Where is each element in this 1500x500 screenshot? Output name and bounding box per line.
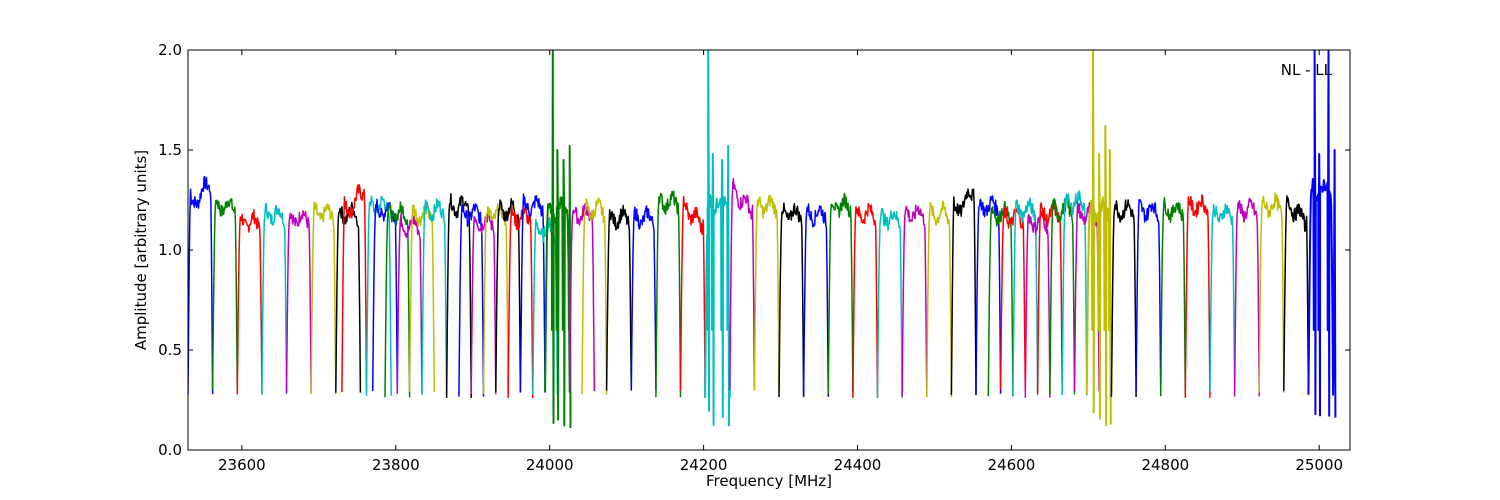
series-line-channel-0 xyxy=(188,175,214,395)
y-tick-label: 2.0 xyxy=(158,41,182,59)
series-line-channel-26 xyxy=(630,205,657,391)
series-line-channel-14 xyxy=(445,193,472,398)
x-tick-label: 23600 xyxy=(218,456,266,474)
x-tick-label: 24400 xyxy=(834,456,882,474)
series-line-channel-30 xyxy=(729,177,756,391)
x-axis-label: Frequency [MHz] xyxy=(706,472,832,490)
series-line-channel-24 xyxy=(581,197,608,395)
series-line-channel-40 xyxy=(975,195,1002,394)
series-line-channel-42 xyxy=(999,206,1027,391)
series-layer xyxy=(188,50,1337,429)
x-axis: 23600 23800 24000 24200 24400 24600 24800 25000 xyxy=(218,50,1343,474)
series-line-channel-47 xyxy=(1061,190,1088,396)
x-tick-label: 24600 xyxy=(988,456,1036,474)
series-line-channel-52 xyxy=(1159,197,1187,397)
series-line-channel-58 xyxy=(1307,50,1337,418)
series-line-channel-43 xyxy=(1012,197,1039,396)
series-line-channel-46 xyxy=(1049,197,1076,395)
series-line-channel-13 xyxy=(421,198,448,395)
series-line-channel-33 xyxy=(802,203,830,397)
series-line-channel-55 xyxy=(1233,197,1260,397)
series-line-channel-50 xyxy=(1110,199,1137,398)
x-tick-label: 24800 xyxy=(1141,456,1189,474)
series-line-channel-36 xyxy=(876,208,903,398)
y-tick-label: 1.0 xyxy=(158,241,182,259)
series-line-channel-1 xyxy=(211,198,239,391)
x-tick-label: 24200 xyxy=(680,456,728,474)
series-line-channel-19 xyxy=(507,205,534,399)
x-tick-label: 25000 xyxy=(1295,456,1343,474)
series-line-channel-37 xyxy=(901,204,928,397)
series-line-channel-34 xyxy=(827,192,854,394)
series-line-channel-57 xyxy=(1283,195,1310,391)
series-line-channel-56 xyxy=(1258,192,1285,393)
y-tick-label: 1.5 xyxy=(158,141,182,159)
series-line-channel-28 xyxy=(679,195,706,391)
series-line-channel-51 xyxy=(1135,198,1162,392)
series-line-channel-39 xyxy=(950,188,977,396)
series-line-channel-22 xyxy=(544,50,572,429)
x-tick-label: 24000 xyxy=(526,456,574,474)
chart-annotation: NL - LL xyxy=(1281,61,1333,79)
series-line-channel-16 xyxy=(470,210,497,395)
series-line-channel-7 xyxy=(341,184,368,393)
series-line-channel-53 xyxy=(1184,194,1211,398)
series-line-channel-41 xyxy=(987,200,1014,397)
series-line-channel-4 xyxy=(285,210,312,394)
series-line-channel-29 xyxy=(704,50,731,427)
series-line-channel-32 xyxy=(778,202,805,398)
series-line-channel-35 xyxy=(852,202,879,399)
y-tick-label: 0.0 xyxy=(158,441,182,459)
series-line-channel-49 xyxy=(1085,50,1113,427)
x-tick-label: 23800 xyxy=(372,456,420,474)
series-line-channel-11 xyxy=(396,213,423,394)
series-line-channel-15 xyxy=(458,203,485,397)
series-line-channel-54 xyxy=(1209,203,1236,392)
series-line-channel-2 xyxy=(236,209,263,395)
series-line-channel-38 xyxy=(926,200,953,398)
y-axis: 0.0 0.5 1.0 1.5 2.0 xyxy=(158,41,1350,459)
series-line-channel-5 xyxy=(310,201,337,395)
series-line-channel-6 xyxy=(335,201,362,393)
series-line-channel-44 xyxy=(1024,210,1051,398)
y-axis-label: Amplitude [arbitrary units] xyxy=(132,150,150,350)
series-line-channel-10 xyxy=(384,201,411,398)
y-tick-label: 0.5 xyxy=(158,341,182,359)
series-line-channel-3 xyxy=(261,202,288,395)
series-line-channel-31 xyxy=(753,194,780,391)
series-line-channel-25 xyxy=(605,204,633,391)
series-line-channel-20 xyxy=(519,193,546,393)
series-line-channel-27 xyxy=(655,190,682,398)
series-line-channel-9 xyxy=(371,198,399,392)
